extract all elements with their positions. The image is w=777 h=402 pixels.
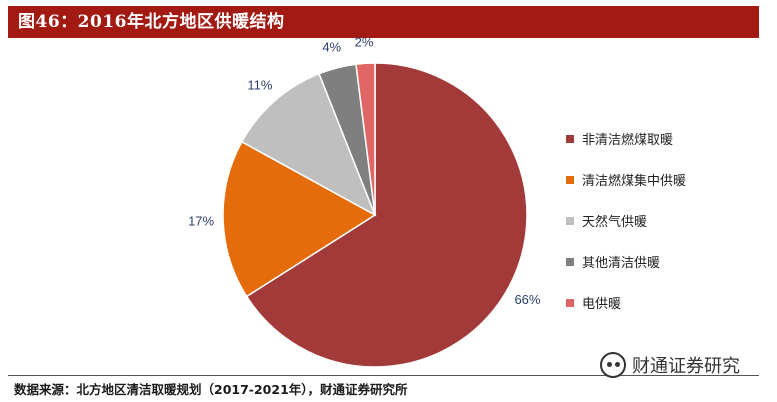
pie-slice-5 bbox=[355, 62, 376, 216]
watermark-text: 财通证券研究 bbox=[632, 356, 740, 377]
legend-swatch-3 bbox=[566, 217, 574, 225]
pie-slice-2 bbox=[222, 140, 377, 298]
data-label-1: 66% bbox=[514, 292, 540, 307]
pie-slice-1 bbox=[245, 62, 528, 368]
pie-slice-3 bbox=[240, 72, 377, 217]
data-label-3: 11% bbox=[247, 77, 272, 92]
legend-swatch-1 bbox=[566, 135, 574, 143]
legend-label-3: 天然气供暖 bbox=[582, 214, 647, 230]
legend-swatch-5 bbox=[566, 299, 574, 307]
legend-label-5: 电供暖 bbox=[582, 297, 621, 312]
legend-label-2: 清洁燃煤集中供暖 bbox=[582, 173, 686, 189]
footer-divider bbox=[8, 375, 759, 376]
wechat-icon bbox=[600, 352, 626, 378]
data-label-4: 4% bbox=[322, 39, 341, 54]
data-label-5: 2% bbox=[355, 34, 374, 49]
chart-title: 图46：2016年北方地区供暖结构 bbox=[8, 6, 759, 38]
watermark: 财通证券研究 bbox=[600, 352, 740, 378]
legend-label-4: 其他清洁供暖 bbox=[582, 256, 660, 271]
legend-label-1: 非清洁燃煤取暖 bbox=[582, 132, 673, 148]
data-label-2: 17% bbox=[188, 213, 214, 228]
legend-swatch-4 bbox=[566, 258, 574, 266]
legend-swatch-2 bbox=[566, 176, 574, 184]
data-source: 数据来源：北方地区清洁取暖规划（2017-2021年），财通证券研究所 bbox=[14, 382, 408, 397]
